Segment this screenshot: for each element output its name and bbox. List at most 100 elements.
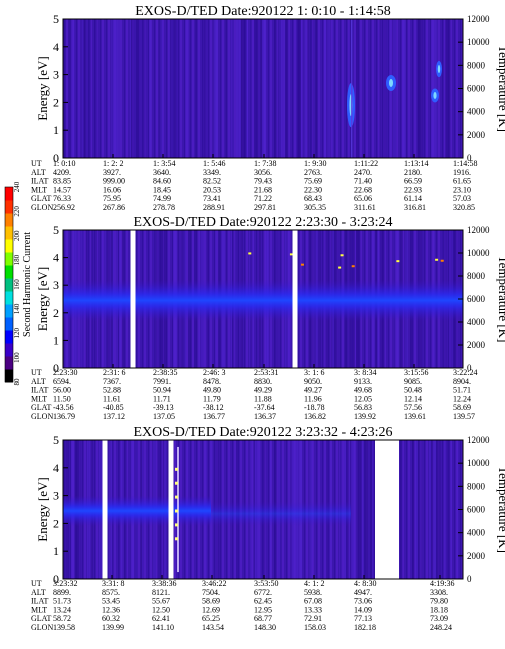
- energy-band-weak: [211, 501, 351, 527]
- row-label: ILAT: [31, 177, 48, 186]
- spectrogram-texture: [203, 19, 206, 158]
- table-cell: 288.91: [203, 203, 225, 212]
- intensity-speck: [248, 252, 252, 255]
- table-cell: 139.92: [354, 412, 376, 421]
- y2-tick-label: 10000: [467, 37, 490, 47]
- table-cell: 305.35: [304, 203, 326, 212]
- colorbar-segment: [5, 291, 13, 305]
- spectrogram-texture: [357, 440, 362, 579]
- table-cell: -38.12: [203, 403, 224, 412]
- spectrogram-texture: [297, 19, 301, 158]
- table-cell: 1:13:14: [404, 159, 428, 168]
- row-label: ALT: [31, 377, 46, 386]
- spectrogram-texture: [113, 19, 118, 158]
- y2-tick-label: 0: [467, 574, 472, 584]
- spectrogram-texture: [277, 19, 282, 158]
- table-cell: 58.72: [53, 614, 71, 623]
- spectrogram-texture: [364, 440, 368, 579]
- table-cell: 68.77: [254, 614, 272, 623]
- spectrogram-texture: [168, 19, 171, 158]
- y-tick-label: 5: [53, 223, 59, 237]
- spectrogram-texture: [297, 19, 300, 158]
- table-cell: 7504.: [202, 588, 220, 597]
- energy-band: [63, 279, 463, 322]
- table-cell: 23.10: [453, 185, 471, 194]
- spectrogram-texture: [136, 19, 140, 158]
- spectrogram-texture: [323, 19, 327, 158]
- table-cell: 139.57: [453, 412, 475, 421]
- spectrogram-texture: [379, 19, 381, 158]
- spectrogram-texture: [133, 19, 135, 158]
- table-cell: 2180.: [404, 168, 422, 177]
- table-cell: 311.61: [354, 203, 376, 212]
- spectrogram-texture: [433, 440, 436, 579]
- table-cell: 316.81: [404, 203, 426, 212]
- table-cell: 71.22: [254, 194, 272, 203]
- spectrogram-texture: [274, 19, 277, 158]
- spectrogram-texture: [433, 19, 438, 158]
- spectrogram-texture: [326, 19, 328, 158]
- spectrogram-texture: [418, 19, 421, 158]
- colorbar-segment: [5, 343, 13, 357]
- spectrogram-texture: [111, 19, 114, 158]
- spectrogram-texture: [93, 19, 98, 158]
- table-cell: 3:38:36: [152, 579, 176, 588]
- row-label: UT: [31, 159, 42, 168]
- y2-axis-label: Temperature [K]: [496, 45, 505, 132]
- table-cell: 75.69: [304, 177, 322, 186]
- spectrogram-texture: [431, 19, 434, 158]
- y-axis-label: Energy [eV]: [35, 267, 50, 331]
- y2-tick-label: 10000: [467, 458, 490, 468]
- table-cell: 58.69: [453, 403, 471, 412]
- table-cell: 52.88: [103, 386, 121, 395]
- table-cell: 55.67: [152, 597, 170, 606]
- spectrogram-texture: [301, 19, 303, 158]
- table-cell: 49.29: [254, 386, 272, 395]
- spectrogram-texture: [239, 19, 241, 158]
- colorbar-segment: [5, 187, 13, 201]
- table-cell: 8830.: [254, 377, 272, 386]
- y-tick-label: 0: [53, 361, 59, 375]
- table-cell: 3640.: [153, 168, 171, 177]
- y2-tick-label: 8000: [467, 271, 486, 281]
- spectrogram-texture: [70, 19, 73, 158]
- spectrogram-texture: [68, 19, 71, 158]
- spectrogram-texture: [420, 19, 424, 158]
- table-cell: 12.69: [202, 605, 220, 614]
- table-cell: 11.88: [254, 394, 272, 403]
- table-cell: 50.48: [404, 386, 422, 395]
- table-cell: 13.24: [53, 605, 71, 614]
- y2-tick-label: 0: [467, 363, 472, 373]
- colorbar-tick-label: 220: [13, 206, 21, 217]
- y2-tick-label: 8000: [467, 481, 486, 491]
- table-cell: 297.81: [254, 203, 276, 212]
- table-cell: 320.85: [453, 203, 475, 212]
- intensity-speck: [175, 495, 178, 499]
- table-cell: 1: 3:54: [153, 159, 175, 168]
- table-cell: 82.52: [203, 177, 221, 186]
- panel-title: EXOS-D/TED Date:920122 3:23:32 - 4:23:26: [134, 425, 393, 440]
- table-cell: 2763.: [304, 168, 322, 177]
- spectrogram-texture: [356, 19, 359, 158]
- table-cell: 158.03: [304, 623, 326, 632]
- spectrogram-texture: [131, 19, 136, 158]
- table-cell: 1916.: [453, 168, 471, 177]
- intensity-blob-core: [437, 65, 441, 74]
- table-cell: 50.94: [153, 386, 171, 395]
- table-cell: 137.12: [103, 412, 125, 421]
- y-tick-label: 5: [53, 433, 59, 447]
- y-tick-label: 3: [53, 489, 59, 503]
- table-cell: 6594.: [53, 377, 71, 386]
- spectrogram-texture: [402, 19, 406, 158]
- row-label: ALT: [31, 168, 46, 177]
- panel-1: EXOS-D/TED Date:920122 1: 0:10 - 1:14:58…: [31, 4, 505, 212]
- spectrogram-texture: [444, 440, 449, 579]
- y2-tick-label: 2000: [467, 551, 486, 561]
- spectrogram-texture: [327, 19, 331, 158]
- row-label: MLT: [31, 185, 47, 194]
- colorbar: 80 100 120 140 160 180 200 220 240 Second Harmoni…: [4, 181, 33, 386]
- table-cell: 13.33: [304, 605, 322, 614]
- table-cell: 1: 5:46: [203, 159, 225, 168]
- table-cell: 141.10: [152, 623, 174, 632]
- table-cell: 3056.: [254, 168, 272, 177]
